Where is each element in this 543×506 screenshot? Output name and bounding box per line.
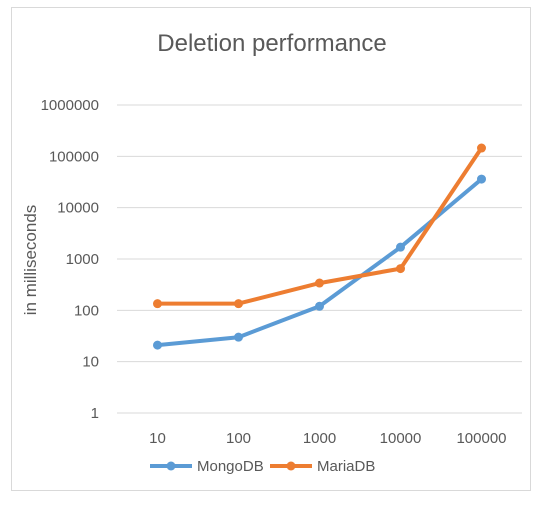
legend: MongoDB MariaDB	[150, 458, 375, 475]
mariadb-point	[396, 264, 405, 274]
y-tick-label: 1	[91, 405, 99, 422]
x-tick-label: 100000	[456, 430, 506, 447]
mariadb-point	[477, 143, 486, 153]
y-tick-label: 100	[74, 302, 99, 319]
mongodb-point	[396, 242, 405, 252]
x-tick-label: 100	[226, 430, 251, 447]
mongodb-point	[477, 174, 486, 184]
x-tick-label: 10	[149, 430, 166, 447]
y-tick-label: 10	[82, 354, 99, 371]
chart-area	[11, 7, 531, 491]
chart-title: Deletion performance	[157, 30, 386, 57]
mongodb-point	[153, 340, 162, 350]
mongodb-legend-label: MongoDB	[197, 458, 264, 475]
mariadb-point	[315, 278, 324, 288]
mariadb-point	[153, 299, 162, 309]
mongodb-line	[155, 177, 484, 348]
x-tick-label: 1000	[303, 430, 336, 447]
y-tick-label: 100000	[49, 148, 99, 165]
mongodb-point	[315, 301, 324, 311]
y-tick-label: 10000	[57, 200, 99, 217]
mongodb-point	[234, 332, 243, 342]
mariadb-point	[234, 299, 243, 309]
x-axis-ticks: 10 100 1000 10000 100000	[149, 430, 506, 447]
mongodb-legend-marker	[166, 461, 176, 471]
mariadb-legend-marker	[286, 461, 296, 471]
y-axis-title: in milliseconds	[21, 205, 40, 316]
gridlines	[117, 104, 522, 414]
y-tick-label: 1000	[66, 251, 99, 268]
y-axis-ticks: 1 10 100 1000 10000 100000 1000000	[41, 97, 99, 422]
x-tick-label: 10000	[380, 430, 422, 447]
mariadb-legend-label: MariaDB	[317, 458, 375, 475]
y-tick-label: 1000000	[41, 97, 99, 114]
series-lines	[153, 143, 486, 350]
